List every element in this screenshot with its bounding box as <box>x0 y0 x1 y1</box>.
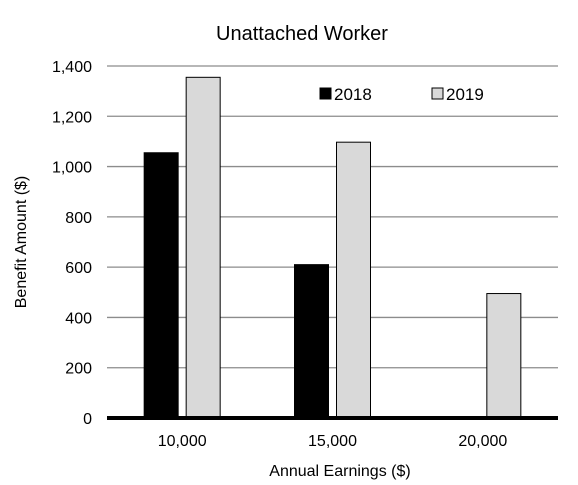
bar-2018-0 <box>143 152 179 419</box>
bar-2019-1 <box>336 141 371 419</box>
y-axis-ticks: 0 200 400 600 800 1,000 1,200 1,400 <box>52 59 92 428</box>
legend-swatch-2018 <box>319 87 332 100</box>
bars <box>143 76 522 419</box>
bar-2019-2 <box>486 293 522 419</box>
y-tick-label: 200 <box>65 361 92 378</box>
chart-title: Unattached Worker <box>216 23 388 45</box>
y-tick-label: 1,400 <box>52 59 92 76</box>
x-axis-label: Annual Earnings ($) <box>269 463 410 480</box>
y-tick-label: 1,200 <box>52 109 92 126</box>
y-axis-label: Benefit Amount ($) <box>13 176 30 309</box>
y-tick-label: 800 <box>65 210 92 227</box>
legend-label-2018: 2018 <box>334 85 372 104</box>
y-tick-label: 1,000 <box>52 160 92 177</box>
y-tick-label: 0 <box>83 411 92 428</box>
y-tick-label: 600 <box>65 260 92 277</box>
legend: 2018 2019 <box>319 85 484 104</box>
x-tick-label: 15,000 <box>308 433 357 450</box>
bar-2018-1 <box>294 264 329 419</box>
legend-label-2019: 2019 <box>446 85 484 104</box>
y-tick-label: 400 <box>65 310 92 327</box>
x-tick-label: 10,000 <box>158 433 207 450</box>
x-tick-label: 20,000 <box>458 433 507 450</box>
x-axis-ticks: 10,000 15,000 20,000 <box>158 433 508 450</box>
legend-swatch-2019 <box>431 87 444 100</box>
bar-2019-0 <box>185 76 221 419</box>
gridlines <box>107 65 558 369</box>
